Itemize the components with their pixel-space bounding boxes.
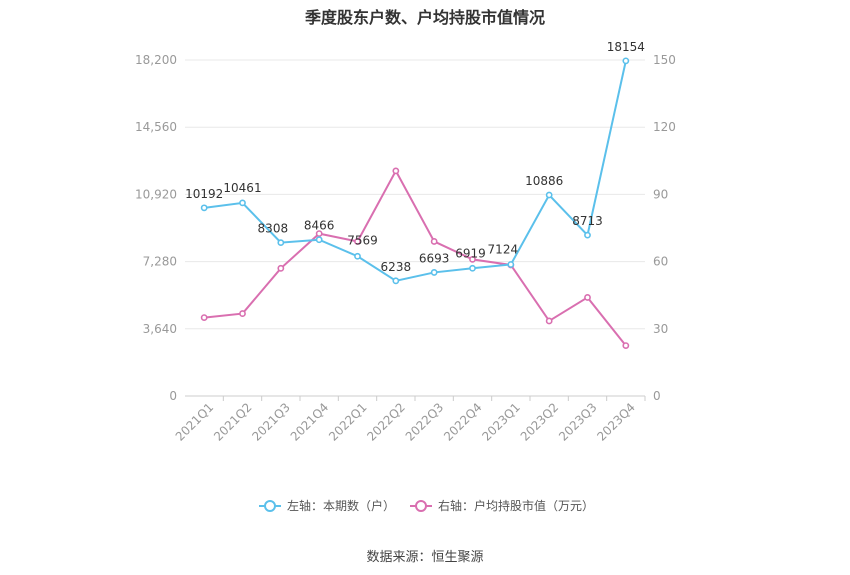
right-tick-label: 90 xyxy=(653,187,668,201)
data-label: 8308 xyxy=(258,222,289,236)
series-2-point xyxy=(277,264,285,272)
data-label: 10886 xyxy=(525,174,563,188)
series-2-point xyxy=(469,255,476,263)
right-tick-label: 0 xyxy=(653,389,661,403)
left-tick-label: 14,560 xyxy=(135,120,177,134)
legend-marker-2 xyxy=(415,500,427,512)
left-tick-label: 10,920 xyxy=(135,187,177,201)
data-label: 10461 xyxy=(223,181,261,195)
left-tick-label: 18,200 xyxy=(135,53,177,67)
legend-label-1: 左轴：本期数（户） xyxy=(287,498,395,513)
x-tick-label: 2023Q3 xyxy=(556,400,600,444)
series-1-point xyxy=(354,252,361,260)
data-label: 8466 xyxy=(304,219,335,233)
series-2-point xyxy=(392,167,400,175)
x-tick-label: 2021Q3 xyxy=(249,400,293,444)
x-tick-label: 2023Q4 xyxy=(594,400,638,444)
series-1-point xyxy=(469,264,476,272)
series-1-point xyxy=(315,236,323,244)
data-label: 6238 xyxy=(381,260,412,274)
series-2-point xyxy=(430,238,438,245)
data-label: 7569 xyxy=(347,233,378,247)
x-tick-label: 2021Q4 xyxy=(288,400,332,444)
chart-title: 季度股东户数、户均持股市值情况 xyxy=(304,8,545,27)
series-1-point xyxy=(392,277,400,285)
series-line-1 xyxy=(204,60,627,282)
series-1-point xyxy=(239,199,246,207)
x-tick-label: 2021Q1 xyxy=(173,400,217,444)
data-label: 6693 xyxy=(419,251,450,265)
series-2-point xyxy=(584,294,591,301)
data-label: 10192 xyxy=(185,187,223,201)
series-2-point xyxy=(545,317,553,325)
data-source: 数据来源：恒生聚源 xyxy=(366,550,484,565)
series-1-point xyxy=(277,239,285,247)
x-tick-label: 2022Q2 xyxy=(364,400,408,444)
x-tick-label: 2021Q2 xyxy=(211,400,255,444)
data-label: 8713 xyxy=(572,214,603,228)
series-1-point xyxy=(430,269,438,276)
series-2-point xyxy=(354,238,361,245)
series-2-point xyxy=(239,310,246,317)
x-tick-label: 2022Q1 xyxy=(326,400,370,444)
x-tick-label: 2022Q3 xyxy=(403,400,447,444)
x-tick-label: 2023Q1 xyxy=(479,400,523,444)
left-tick-label: 0 xyxy=(169,389,177,403)
series-2-point xyxy=(200,314,208,321)
series-line-2 xyxy=(204,168,627,347)
left-tick-label: 3,640 xyxy=(143,322,177,336)
series-1-point xyxy=(507,261,515,268)
right-tick-label: 30 xyxy=(653,322,668,336)
series-2-point xyxy=(315,230,323,237)
legend-marker-1 xyxy=(264,500,276,512)
x-tick-label: 2023Q2 xyxy=(518,400,562,444)
right-tick-label: 120 xyxy=(653,120,676,134)
series-1-point xyxy=(200,204,208,212)
data-label: 18154 xyxy=(607,40,645,54)
series-1-point xyxy=(545,191,553,199)
data-label: 6919 xyxy=(455,246,486,260)
right-tick-label: 150 xyxy=(653,53,676,67)
legend-label-2: 右轴：户均持股市值（万元） xyxy=(438,498,594,513)
x-tick-label: 2022Q4 xyxy=(441,400,485,444)
series-2-point xyxy=(622,342,630,349)
right-tick-label: 60 xyxy=(653,255,668,269)
left-tick-label: 7,280 xyxy=(143,255,177,269)
data-label: 7124 xyxy=(488,242,519,256)
series-1-point xyxy=(622,57,630,65)
series-1-point xyxy=(584,231,591,239)
